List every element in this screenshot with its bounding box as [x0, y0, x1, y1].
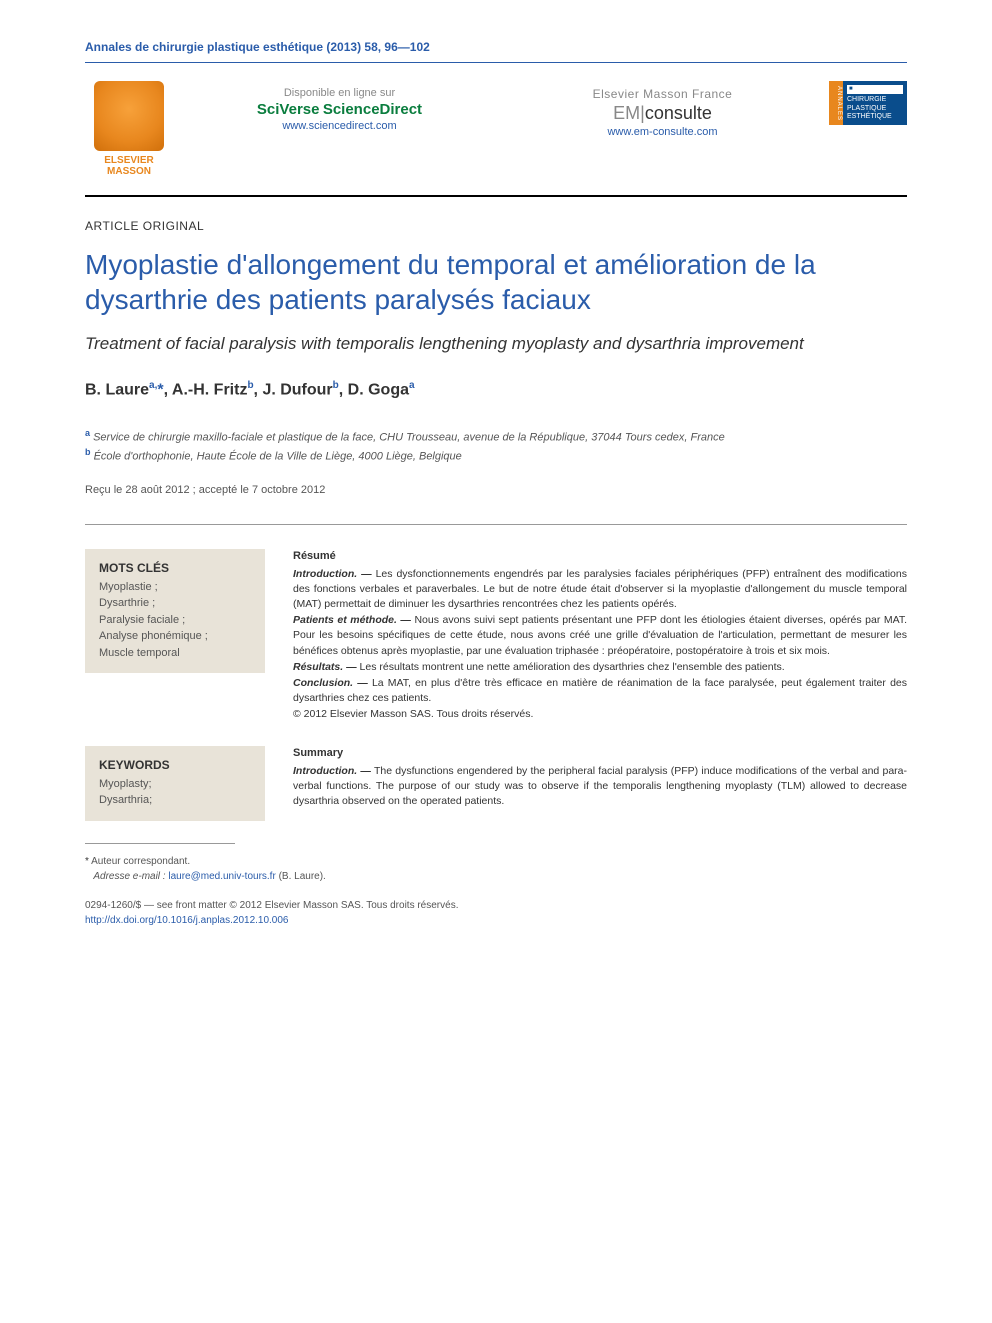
corresp-email-link[interactable]: laure@med.univ-tours.fr [168, 871, 275, 882]
divider-header [85, 195, 907, 197]
elsevier-tree-icon [94, 81, 164, 151]
resume-conclusion-text: La MAT, en plus d'être très efficace en … [293, 677, 907, 704]
summary-body: Summary Introduction. — The dysfunctions… [293, 746, 907, 821]
article-title-english: Treatment of facial paralysis with tempo… [85, 333, 907, 356]
divider-top [85, 62, 907, 63]
keywords-heading: KEYWORDS [99, 758, 251, 772]
header-links: Disponible en ligne sur SciVerse Science… [193, 81, 809, 138]
sciencedirect-url[interactable]: www.sciencedirect.com [193, 120, 486, 132]
summary-intro-label: Introduction. — [293, 765, 371, 777]
resume-results-text: Les résultats montrent une nette amélior… [360, 661, 785, 673]
affiliation-b: École d'orthophonie, Haute École de la V… [94, 451, 462, 463]
elsevier-masson-france-label: Elsevier Masson France [516, 87, 809, 101]
cover-main-text: ■ CHIRURGIE PLASTIQUE ESTHÉTIQUE [843, 81, 907, 125]
doi-link[interactable]: http://dx.doi.org/10.1016/j.anplas.2012.… [85, 915, 289, 926]
mots-cles-heading: MOTS CLÉS [99, 561, 251, 575]
keywords-box: KEYWORDS Myoplasty;Dysarthria; [85, 746, 265, 821]
summary-intro-text: The dysfunctions engendered by the perip… [293, 765, 907, 807]
emconsulte-url[interactable]: www.em-consulte.com [516, 126, 809, 138]
summary-row: KEYWORDS Myoplasty;Dysarthria; Summary I… [85, 746, 907, 821]
corresp-email-name: (B. Laure). [279, 871, 326, 882]
publisher-logo: ELSEVIER MASSON [85, 81, 173, 177]
resume-heading: Résumé [293, 549, 907, 565]
bottom-info: 0294-1260/$ — see front matter © 2012 El… [85, 898, 907, 928]
resume-patients-label: Patients et méthode. — [293, 614, 411, 626]
sciencedirect-block: Disponible en ligne sur SciVerse Science… [193, 87, 486, 138]
mots-cles-list: Myoplastie ;Dysarthrie ;Paralysie facial… [99, 579, 251, 662]
corresponding-author: * Auteur correspondant. Adresse e-mail :… [85, 854, 907, 884]
article-type: ARTICLE ORIGINAL [85, 219, 907, 233]
header-row: ELSEVIER MASSON Disponible en ligne sur … [85, 81, 907, 177]
resume-copyright: © 2012 Elsevier Masson SAS. Tous droits … [293, 707, 907, 722]
article-dates: Reçu le 28 août 2012 ; accepté le 7 octo… [85, 484, 907, 496]
summary-heading: Summary [293, 746, 907, 762]
cover-side-text: ANNALES [829, 81, 843, 125]
mots-cles-box: MOTS CLÉS Myoplastie ;Dysarthrie ;Paraly… [85, 549, 265, 674]
issn-copyright: 0294-1260/$ — see front matter © 2012 El… [85, 898, 907, 913]
affiliations: a Service de chirurgie maxillo-faciale e… [85, 427, 907, 465]
resume-intro-label: Introduction. — [293, 568, 372, 580]
affiliation-a: Service de chirurgie maxillo-faciale et … [93, 432, 725, 444]
emconsulte-block: Elsevier Masson France EM|consulte www.e… [516, 87, 809, 138]
resume-intro-text: Les dysfonctionnements engendrés par les… [293, 568, 907, 610]
sciverse-brand: SciVerse ScienceDirect [193, 101, 486, 118]
email-label: Adresse e-mail : [93, 871, 165, 882]
available-online-label: Disponible en ligne sur [193, 87, 486, 99]
publisher-name: ELSEVIER MASSON [104, 155, 153, 177]
resume-results-label: Résultats. — [293, 661, 357, 673]
authors-list: B. Laurea,*, A.-H. Fritzb, J. Dufourb, D… [85, 380, 907, 399]
divider-before-abstract [85, 524, 907, 525]
footer-separator [85, 843, 235, 844]
journal-reference: Annales de chirurgie plastique esthétiqu… [85, 40, 907, 54]
journal-cover-thumbnail: ANNALES ■ CHIRURGIE PLASTIQUE ESTHÉTIQUE [829, 81, 907, 125]
resume-conclusion-label: Conclusion. — [293, 677, 368, 689]
article-title-french: Myoplastie d'allongement du temporal et … [85, 247, 907, 317]
keywords-list: Myoplasty;Dysarthria; [99, 776, 251, 809]
emconsulte-brand: EM|consulte [516, 103, 809, 124]
resume-body: Résumé Introduction. — Les dysfonctionne… [293, 549, 907, 724]
corresp-label: Auteur correspondant. [91, 856, 190, 867]
resume-row: MOTS CLÉS Myoplastie ;Dysarthrie ;Paraly… [85, 549, 907, 724]
